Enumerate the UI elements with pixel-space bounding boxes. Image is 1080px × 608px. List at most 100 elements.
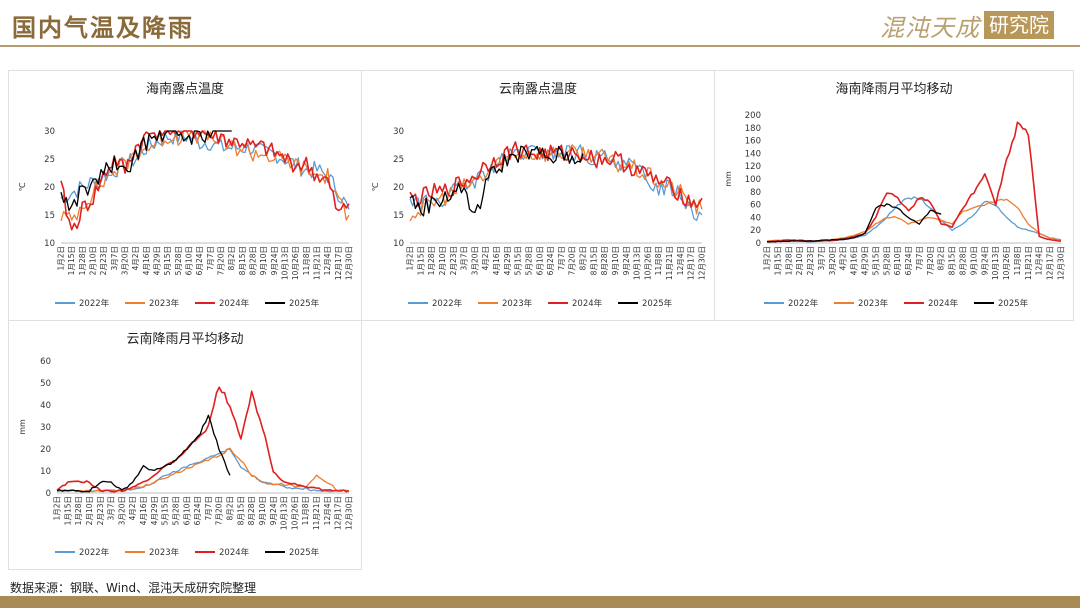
y-tick-label: 60 (750, 201, 761, 211)
x-tick-label: 7月20日 (926, 246, 935, 275)
x-tick-label: 12月30日 (345, 246, 354, 280)
legend-label: 2024年 (572, 298, 603, 309)
x-tick-label: 3月7日 (460, 246, 469, 271)
chart-title: 云南降雨月平均移动 (126, 331, 243, 347)
x-tick-label: 1月2日 (57, 246, 66, 271)
x-tick-label: 11月21日 (313, 246, 322, 280)
series-line-2025年 (766, 203, 942, 243)
y-tick-label: 100 (745, 175, 761, 185)
chart-svg: 海南露点温度 10 15 20 25 30 ℃ 1月2日 1月15日 1月28日 2月10日 2月23… (18, 81, 354, 309)
y-tick-label: 30 (393, 127, 404, 137)
x-tick-label: 10月13日 (991, 246, 1000, 280)
x-tick-label: 8月28日 (249, 246, 258, 275)
x-tick-label: 1月15日 (63, 496, 72, 525)
x-tick-label: 2月23日 (449, 246, 458, 275)
x-tick-label: 2月10日 (85, 496, 94, 525)
series-line-2025年 (409, 145, 584, 217)
x-tick-label: 5月15日 (871, 246, 880, 275)
x-tick-label: 9月24日 (270, 246, 279, 275)
y-tick-label: 20 (40, 445, 51, 455)
x-tick-label: 3月20日 (828, 246, 837, 275)
x-tick-label: 1月28日 (427, 246, 436, 275)
series-line-2024年 (409, 141, 703, 208)
x-tick-label: 8月15日 (589, 246, 598, 275)
x-tick-label: 6月24日 (546, 246, 555, 275)
y-tick-label: 40 (40, 401, 51, 411)
x-tick-label: 1月2日 (53, 496, 62, 521)
legend-label: 2025年 (642, 298, 673, 309)
x-tick-label: 5月28日 (524, 246, 533, 275)
x-tick-label: 3月20日 (117, 496, 126, 525)
x-tick-label: 4月2日 (131, 246, 140, 271)
x-tick-label: 3月7日 (110, 246, 119, 271)
legend-label: 2024年 (219, 547, 250, 558)
y-tick-label: 25 (393, 155, 404, 165)
x-tick-label: 4月29日 (503, 246, 512, 275)
chart-title: 海南露点温度 (146, 81, 224, 97)
x-tick-label: 12月30日 (1057, 246, 1066, 280)
legend-label: 2022年 (788, 298, 819, 309)
y-tick-label: 60 (40, 357, 51, 367)
y-axis-label: ℃ (18, 182, 27, 191)
y-tick-label: 50 (40, 379, 51, 389)
y-tick-label: 0 (46, 489, 51, 499)
x-tick-label: 11月21日 (312, 496, 321, 530)
logo-script-text: 混沌天成 (880, 13, 980, 42)
x-tick-label: 7月7日 (915, 246, 924, 271)
chart-svg: 云南露点温度 10 15 20 25 30 ℃ 1月2日 1月15日 1月28日 2月10日 2月23… (371, 81, 707, 309)
y-tick-label: 180 (745, 124, 761, 134)
x-tick-label: 12月17日 (334, 496, 343, 530)
x-tick-label: 8月28日 (247, 496, 256, 525)
y-tick-label: 10 (40, 467, 51, 477)
x-tick-label: 8月28日 (600, 246, 609, 275)
x-tick-label: 11月21日 (665, 246, 674, 280)
x-tick-label: 9月10日 (259, 246, 268, 275)
legend-label: 2023年 (502, 298, 533, 309)
x-tick-label: 12月17日 (1046, 246, 1055, 280)
legend-label: 2023年 (149, 547, 180, 558)
chart-panel-yunnan-rainfall: 云南降雨月平均移动 0 10 20 30 40 50 60 mm 1月2日 1月15日 1月28日 2月… (8, 320, 362, 570)
x-tick-label: 9月10日 (258, 496, 267, 525)
x-tick-label: 12月4日 (323, 496, 332, 525)
x-tick-label: 10月13日 (633, 246, 642, 280)
x-tick-label: 1月15日 (416, 246, 425, 275)
x-tick-label: 3月20日 (121, 246, 130, 275)
x-tick-label: 10月26日 (643, 246, 652, 280)
x-tick-label: 4月29日 (153, 246, 162, 275)
x-tick-label: 12月30日 (698, 246, 707, 280)
chart-panel-yunnan-dewpoint: 云南露点温度 10 15 20 25 30 ℃ 1月2日 1月15日 1月28日 2月10日 2月23… (361, 70, 715, 321)
legend-label: 2024年 (928, 298, 959, 309)
x-tick-label: 3月7日 (107, 496, 116, 521)
y-axis-label: ℃ (371, 182, 380, 191)
legend-label: 2023年 (858, 298, 889, 309)
x-tick-label: 1月15日 (67, 246, 76, 275)
x-tick-label: 3月20日 (470, 246, 479, 275)
x-tick-label: 8月15日 (948, 246, 957, 275)
y-tick-label: 40 (750, 213, 761, 223)
x-tick-label: 6月10日 (535, 246, 544, 275)
y-tick-label: 120 (745, 162, 761, 172)
x-tick-label: 1月28日 (78, 246, 87, 275)
x-tick-label: 2月23日 (99, 246, 108, 275)
y-tick-label: 10 (44, 239, 55, 249)
x-tick-label: 7月20日 (568, 246, 577, 275)
x-tick-label: 4月2日 (128, 496, 137, 521)
x-tick-label: 11月8日 (301, 496, 310, 525)
series-line-2024年 (766, 121, 1062, 243)
y-tick-label: 30 (44, 127, 55, 137)
x-tick-label: 7月7日 (206, 246, 215, 271)
x-tick-label: 2月10日 (89, 246, 98, 275)
series-line-2022年 (766, 196, 1062, 243)
y-tick-label: 30 (40, 423, 51, 433)
x-tick-label: 9月24日 (622, 246, 631, 275)
legend-label: 2022年 (79, 547, 110, 558)
chart-panel-hainan-dewpoint: 海南露点温度 10 15 20 25 30 ℃ 1月2日 1月15日 1月28日 2月10日 2月23… (8, 70, 362, 321)
x-tick-label: 8月2日 (227, 246, 236, 271)
series-line-2024年 (56, 386, 350, 493)
x-tick-label: 4月16日 (139, 496, 148, 525)
x-tick-label: 11月8日 (654, 246, 663, 275)
y-axis-label: mm (724, 171, 733, 187)
series-line-2022年 (56, 448, 350, 493)
y-tick-label: 10 (393, 239, 404, 249)
